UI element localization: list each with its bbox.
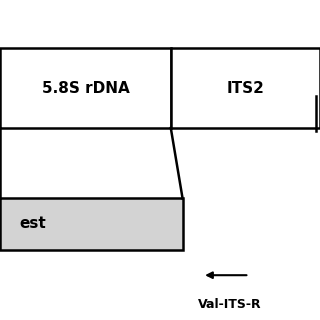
Bar (0, 198, 183, 250)
Text: 5.8S rDNA: 5.8S rDNA (42, 81, 129, 95)
Text: ITS2: ITS2 (227, 81, 264, 95)
Bar (171, 48, 320, 128)
Bar (0, 48, 171, 128)
Text: est: est (20, 217, 46, 231)
Text: Val-ITS-R: Val-ITS-R (198, 298, 261, 310)
